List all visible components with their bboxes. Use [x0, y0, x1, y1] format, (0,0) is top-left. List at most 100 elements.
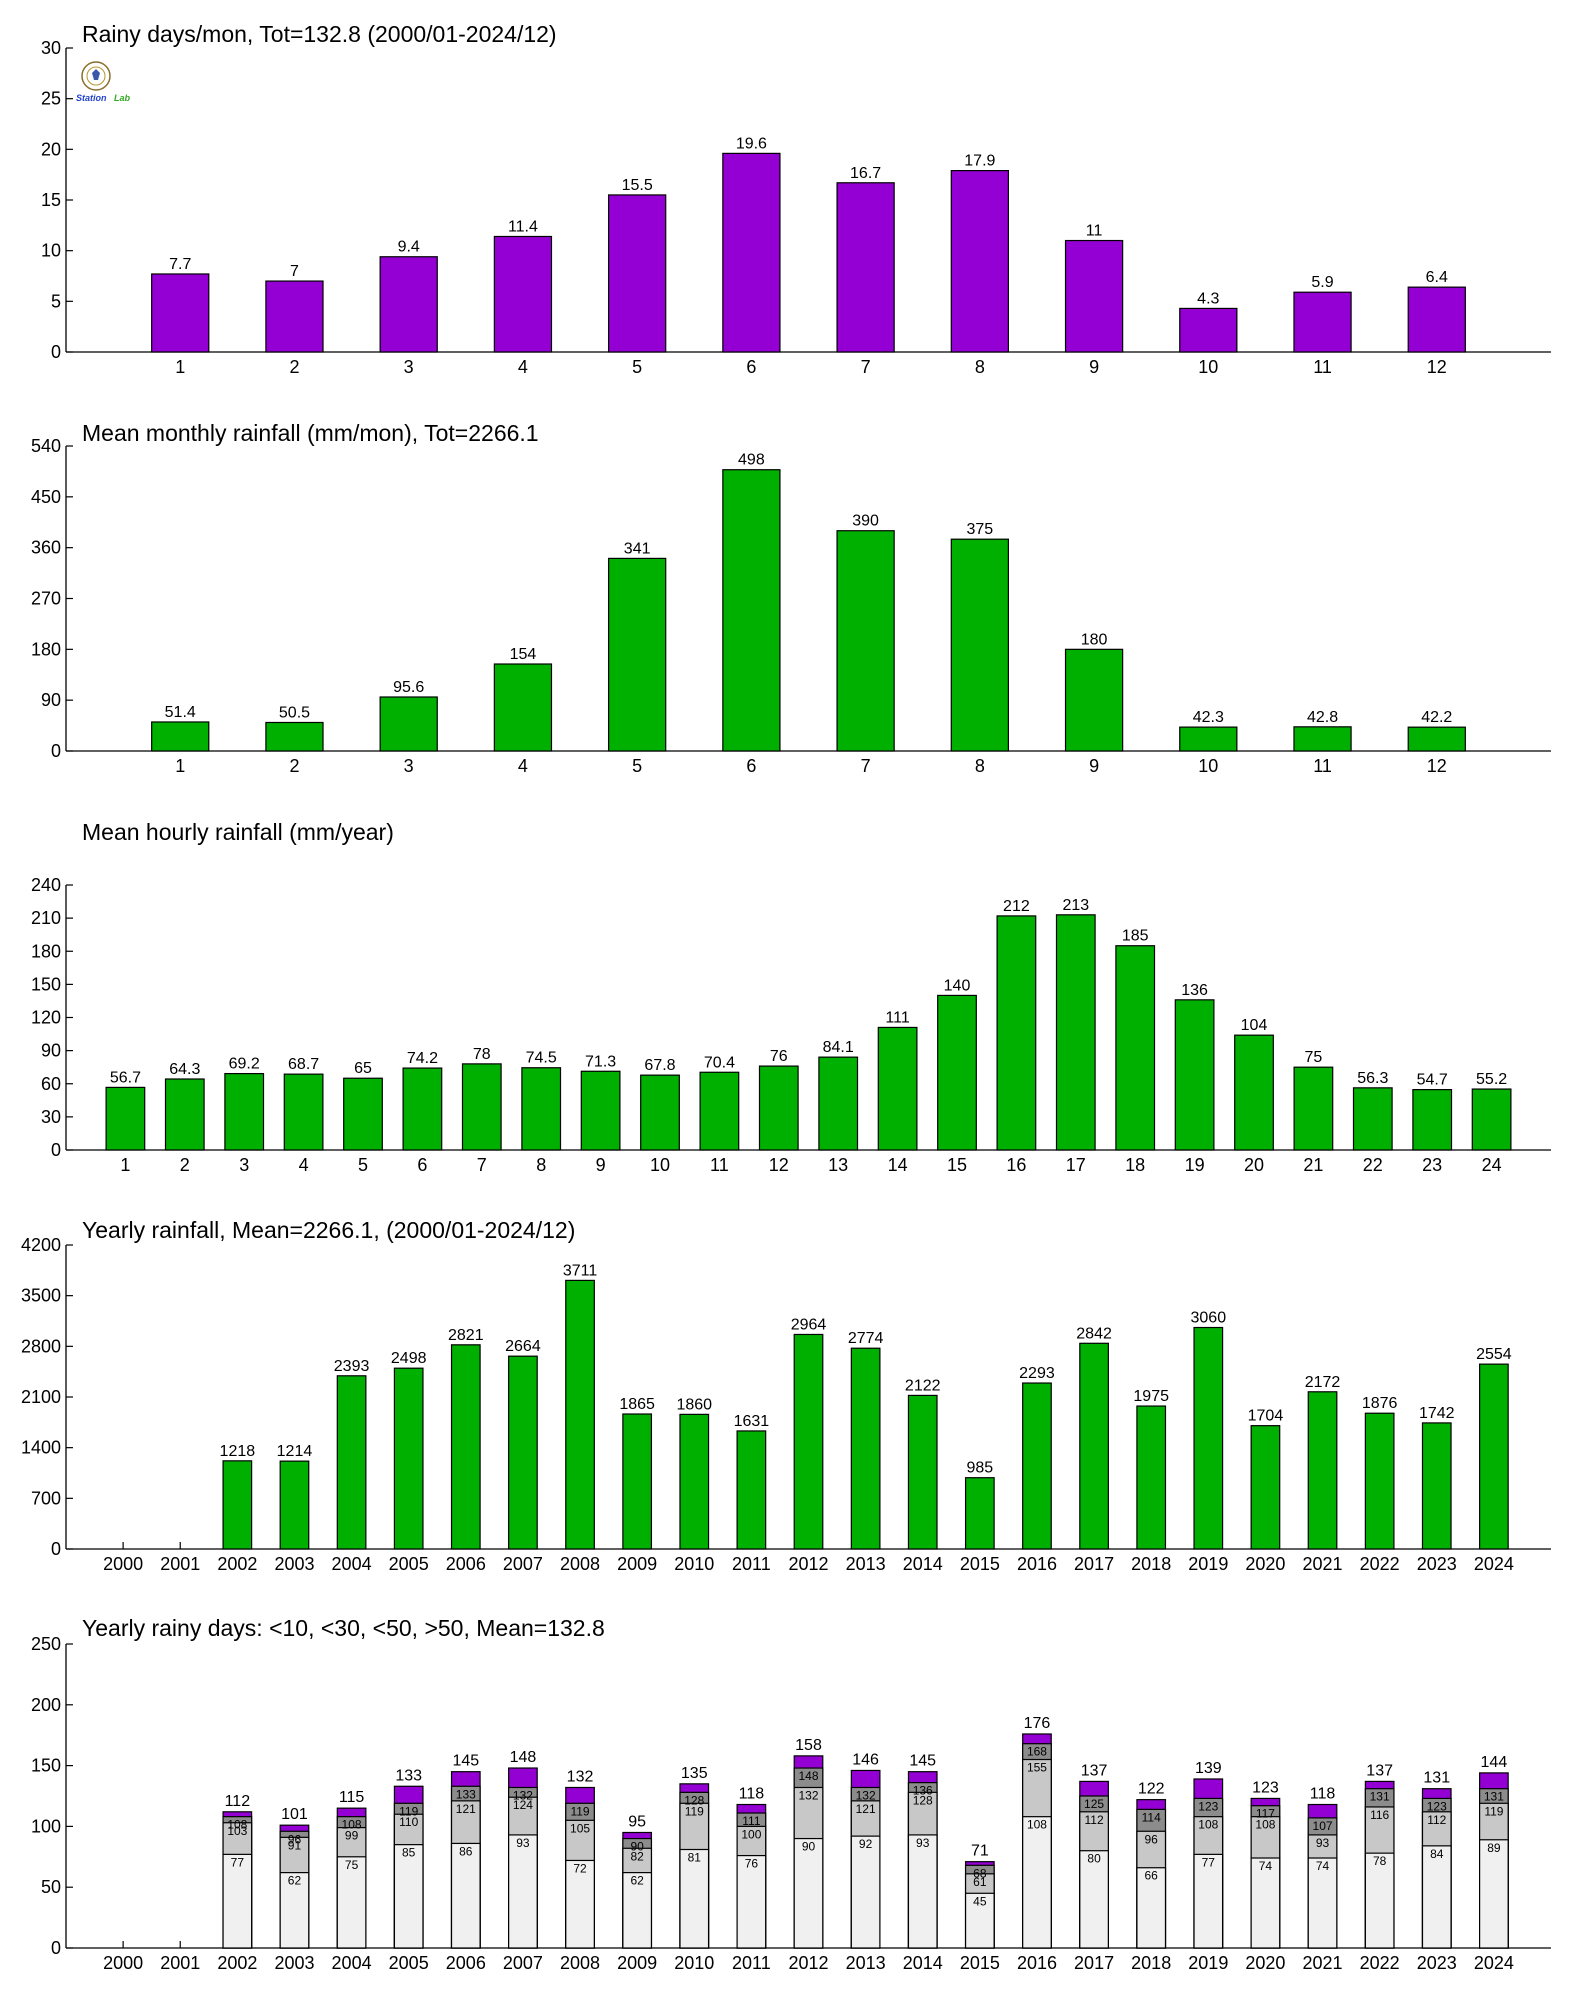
- data-label: 2293: [1019, 1365, 1055, 1382]
- x-tick-label: 2014: [903, 1554, 943, 1574]
- bar: [1471, 1088, 1512, 1151]
- bar-segment-lt10: [1250, 1857, 1281, 1949]
- bar: [640, 1074, 680, 1151]
- bar: [722, 152, 781, 353]
- y-tick-label: 150: [31, 974, 61, 994]
- x-tick-label: 6: [746, 756, 756, 776]
- data-label: 146: [852, 1751, 879, 1768]
- data-label: 67.8: [644, 1057, 675, 1074]
- y-tick-label: 270: [31, 589, 61, 609]
- data-label: 111: [885, 1009, 909, 1026]
- data-label: 145: [909, 1753, 936, 1770]
- bar: [1293, 726, 1352, 752]
- bar-segment-lt10: [565, 1859, 595, 1949]
- bar-segment-lt10: [1193, 1853, 1224, 1949]
- data-label: 11.4: [508, 218, 538, 235]
- x-tick-label: 15: [947, 1155, 967, 1175]
- bar: [521, 1067, 562, 1151]
- segment-label: 90: [802, 1840, 816, 1854]
- y-tick-label: 150: [31, 1756, 61, 1776]
- bar: [1352, 1087, 1393, 1151]
- bar: [850, 1347, 881, 1550]
- data-label: 1865: [619, 1396, 655, 1413]
- bar: [1421, 1422, 1452, 1550]
- bar: [105, 1086, 146, 1151]
- y-tick-label: 0: [51, 1140, 61, 1160]
- segment-label: 133: [456, 1787, 476, 1801]
- segment-label: 132: [856, 1788, 876, 1802]
- segment-label: 119: [399, 1804, 418, 1818]
- bar: [607, 194, 667, 353]
- bar-segment-lt10: [622, 1872, 653, 1949]
- data-label: 74.5: [526, 1050, 557, 1067]
- data-label: 213: [1062, 897, 1089, 914]
- chart-title: Yearly rainfall, Mean=2266.1, (2000/01-2…: [82, 1217, 575, 1243]
- x-tick-label: 2: [289, 357, 299, 377]
- bar: [402, 1067, 443, 1151]
- bar: [836, 530, 895, 752]
- y-tick-label: 700: [31, 1488, 61, 1508]
- bar: [1364, 1412, 1395, 1550]
- y-tick-label: 100: [31, 1816, 61, 1836]
- bar: [1179, 726, 1238, 752]
- data-label: 2172: [1305, 1374, 1341, 1391]
- segment-label: 62: [630, 1874, 644, 1888]
- segment-label: 86: [459, 1844, 473, 1858]
- data-label: 56.7: [110, 1069, 141, 1086]
- data-label: 137: [1081, 1762, 1108, 1779]
- segment-label: 119: [570, 1804, 589, 1818]
- segment-label: 105: [570, 1821, 590, 1835]
- data-label: 118: [739, 1786, 765, 1803]
- bar: [580, 1070, 621, 1151]
- bar: [996, 915, 1037, 1151]
- x-tick-label: 21: [1303, 1155, 1323, 1175]
- segment-label: 99: [345, 1829, 359, 1843]
- data-label: 145: [452, 1753, 479, 1770]
- x-tick-label: 8: [975, 756, 985, 776]
- y-tick-label: 450: [31, 487, 61, 507]
- y-tick-label: 90: [41, 1041, 61, 1061]
- svg-text:Station: Station: [76, 93, 107, 103]
- x-tick-label: 12: [769, 1155, 789, 1175]
- x-tick-label: 11: [1313, 756, 1332, 776]
- segment-label: 66: [1145, 1869, 1159, 1883]
- y-tick-label: 2100: [21, 1387, 61, 1407]
- data-label: 132: [567, 1768, 594, 1785]
- bar: [450, 1344, 481, 1550]
- segment-label: 82: [630, 1849, 644, 1863]
- data-label: 2842: [1076, 1325, 1112, 1342]
- x-tick-label: 2021: [1303, 1554, 1343, 1574]
- segment-label: 114: [1142, 1810, 1161, 1824]
- bar-segment-lt10: [393, 1844, 424, 1949]
- bar: [964, 1477, 995, 1550]
- x-tick-label: 2011: [732, 1953, 771, 1973]
- x-tick-label: 11: [1313, 357, 1332, 377]
- data-label: 76: [770, 1048, 788, 1065]
- segment-label: 128: [913, 1793, 933, 1807]
- x-tick-label: 8: [975, 357, 985, 377]
- y-tick-label: 0: [51, 741, 61, 761]
- x-tick-label: 2007: [503, 1953, 543, 1973]
- x-tick-label: 12: [1427, 357, 1447, 377]
- x-tick-label: 2022: [1360, 1953, 1400, 1973]
- data-label: 51.4: [165, 704, 196, 721]
- data-label: 69.2: [229, 1056, 260, 1073]
- data-label: 137: [1366, 1762, 1393, 1779]
- chart-title: Mean monthly rainfall (mm/mon), Tot=2266…: [82, 420, 539, 446]
- data-label: 65: [354, 1060, 372, 1077]
- x-tick-label: 2004: [332, 1953, 372, 1973]
- x-tick-label: 2010: [674, 1554, 714, 1574]
- chart-panel-4: Yearly rainfall, Mean=2266.1, (2000/01-2…: [21, 1217, 1551, 1574]
- segment-label: 93: [1316, 1836, 1330, 1850]
- data-label: 2393: [334, 1358, 370, 1375]
- bar: [1022, 1382, 1052, 1550]
- x-tick-label: 5: [358, 1155, 368, 1175]
- x-tick-label: 4: [518, 357, 528, 377]
- bar: [1055, 914, 1096, 1151]
- x-tick-label: 2016: [1017, 1953, 1057, 1973]
- bar: [1479, 1363, 1509, 1550]
- bar: [379, 256, 438, 353]
- bar: [224, 1072, 265, 1151]
- data-label: 1975: [1133, 1388, 1169, 1405]
- data-label: 2554: [1476, 1346, 1512, 1363]
